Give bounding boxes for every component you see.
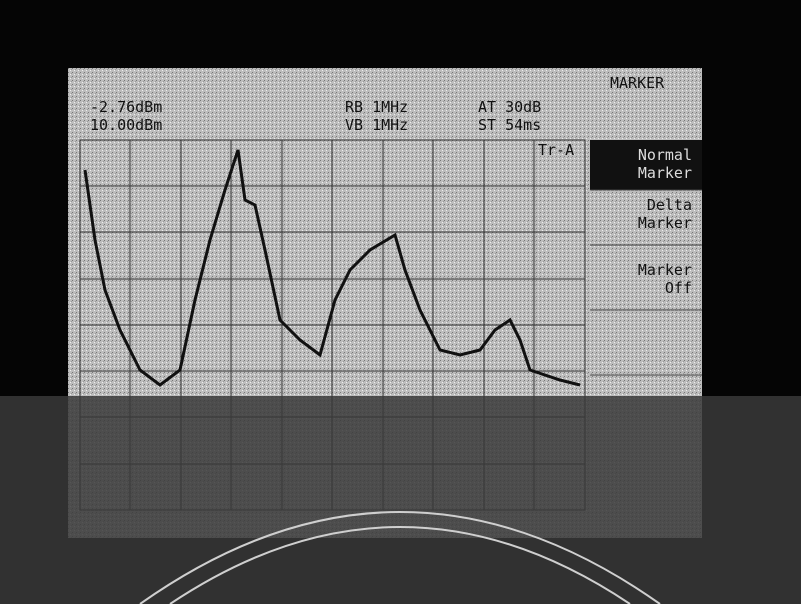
- vbw: VB 1MHz: [345, 116, 408, 134]
- menu-item-text[interactable]: Marker: [638, 261, 692, 279]
- menu-item-text[interactable]: Marker: [638, 214, 692, 232]
- rbw: RB 1MHz: [345, 98, 408, 116]
- page: -2.76dBm 10.00dBm RB 1MHz VB 1MHz AT 30d…: [0, 0, 801, 604]
- shadow-band: [0, 396, 801, 604]
- sweep-time: ST 54ms: [478, 116, 541, 134]
- menu-item-text[interactable]: Marker: [638, 164, 692, 182]
- analyzer-photo: -2.76dBm 10.00dBm RB 1MHz VB 1MHz AT 30d…: [0, 0, 801, 604]
- menu-item-text[interactable]: Normal: [638, 146, 692, 164]
- attenuation: AT 30dB: [478, 98, 541, 116]
- menu-item-text[interactable]: Off: [665, 279, 692, 297]
- ref-level: 10.00dBm: [90, 116, 162, 134]
- menu-title: MARKER: [610, 74, 665, 92]
- marker-level: -2.76dBm: [90, 98, 162, 116]
- menu-item-text[interactable]: Delta: [647, 196, 692, 214]
- trace-label: Tr-A: [538, 141, 574, 159]
